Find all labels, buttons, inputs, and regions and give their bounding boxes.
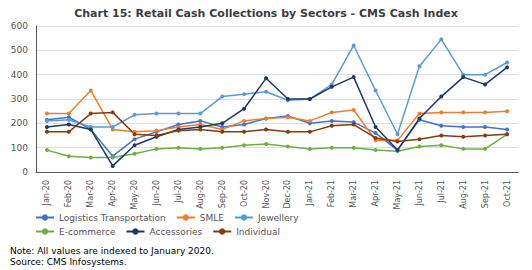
svg-text:Jun-21: Jun-21	[415, 180, 424, 207]
svg-text:Jan-20: Jan-20	[42, 180, 51, 206]
svg-text:Feb-21: Feb-21	[327, 180, 336, 207]
svg-text:Aug-20: Aug-20	[196, 180, 205, 209]
svg-text:Jul-20: Jul-20	[174, 180, 183, 204]
svg-text:300: 300	[11, 94, 28, 104]
svg-text:0: 0	[22, 167, 28, 177]
svg-text:Source: CMS Infosystems.: Source: CMS Infosystems.	[10, 257, 127, 267]
svg-text:Sep-20: Sep-20	[218, 180, 227, 208]
svg-text:Mar-20: Mar-20	[86, 180, 95, 208]
svg-text:E-commerce: E-commerce	[59, 227, 116, 237]
svg-text:Dec-20: Dec-20	[283, 180, 292, 209]
svg-text:Jan-21: Jan-21	[305, 180, 314, 206]
svg-text:Feb-20: Feb-20	[64, 180, 73, 207]
svg-text:Chart 15: Retail Cash Collecti: Chart 15: Retail Cash Collections by Sec…	[74, 7, 458, 20]
svg-text:Logistics Transportation: Logistics Transportation	[59, 213, 166, 223]
svg-text:Jul-21: Jul-21	[437, 180, 446, 204]
svg-text:100: 100	[11, 143, 28, 153]
svg-text:Note: All values are indexed t: Note: All values are indexed to January …	[10, 246, 214, 256]
svg-text:Oct-20: Oct-20	[240, 180, 249, 207]
svg-text:400: 400	[11, 70, 28, 80]
svg-text:Mar-21: Mar-21	[349, 180, 358, 208]
svg-text:Apr-20: Apr-20	[108, 180, 117, 206]
svg-text:Jewellery: Jewellery	[257, 213, 299, 223]
svg-text:200: 200	[11, 118, 28, 128]
svg-text:Nov-20: Nov-20	[262, 180, 271, 208]
svg-text:Accessories: Accessories	[149, 227, 202, 237]
svg-text:Apr-21: Apr-21	[371, 180, 380, 206]
svg-text:Aug-21: Aug-21	[459, 180, 468, 209]
svg-text:Individual: Individual	[236, 227, 280, 237]
svg-text:May-20: May-20	[130, 180, 139, 209]
svg-text:600: 600	[11, 21, 28, 31]
svg-text:Sep-21: Sep-21	[481, 180, 490, 208]
svg-text:Jun-20: Jun-20	[152, 180, 161, 207]
svg-text:SMLE: SMLE	[200, 213, 224, 223]
svg-text:Oct-21: Oct-21	[503, 180, 512, 207]
svg-text:500: 500	[11, 45, 28, 55]
svg-text:May-21: May-21	[393, 180, 402, 209]
